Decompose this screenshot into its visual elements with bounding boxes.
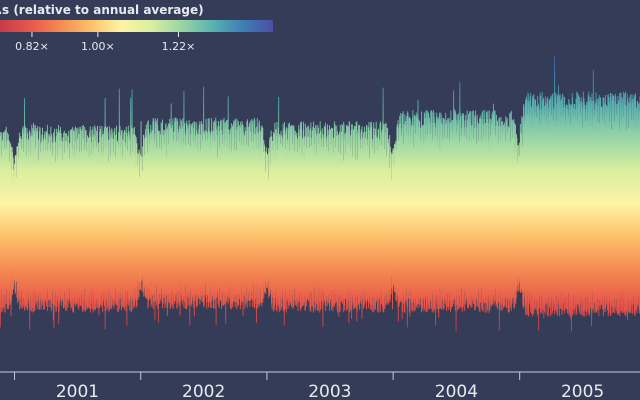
legend-tick-label: 1.00× [81, 40, 115, 53]
bars-layer [0, 56, 640, 332]
x-tick-label: 2001 [56, 382, 99, 400]
x-ticks-layer: 2001 2002 2003 2004 2005 [14, 372, 604, 400]
x-tick-label: 2005 [561, 382, 604, 400]
legend-tick-label: 1.22× [162, 40, 196, 53]
legend: …s (relative to annual average) 0.82× 1.0… [0, 3, 273, 53]
x-tick-label: 2003 [308, 382, 351, 400]
legend-ticks-layer: 0.82× 1.00× 1.22× [15, 32, 195, 53]
legend-colorbar [0, 20, 273, 32]
x-tick-label: 2004 [435, 382, 478, 400]
legend-tick-label: 0.82× [15, 40, 49, 53]
x-tick-label: 2002 [182, 382, 225, 400]
legend-title: …s (relative to annual average) [0, 3, 204, 17]
